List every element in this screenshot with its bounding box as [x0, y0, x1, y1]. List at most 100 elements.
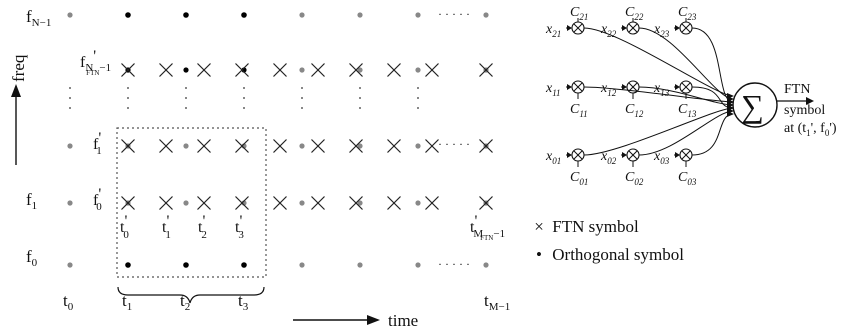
svg-text:t'MFTN−1: t' MFTN−1	[470, 213, 505, 242]
ellipsis-dot	[185, 107, 187, 109]
ftn-freq-labels: f' 0 f' 1 fN' FTN−1	[80, 48, 111, 213]
legend-orth: • Orthogonal symbol	[530, 245, 684, 265]
multiplier-node: x02 C02	[600, 148, 644, 187]
orthogonal-symbol	[67, 262, 73, 268]
multiplier-node: x11 C11	[545, 80, 588, 119]
freq-labels: fN−1 f1 f0	[26, 7, 51, 269]
input-label: x11	[545, 81, 561, 98]
coefficient-label: C12	[625, 102, 644, 119]
ellipsis-dot	[359, 97, 361, 99]
ellipsis-mid: · · · · ·	[438, 137, 470, 151]
orthogonal-symbol	[415, 12, 421, 18]
orthogonal-symbol	[357, 67, 363, 73]
ellipsis-bottom: · · · · ·	[438, 257, 470, 271]
orthogonal-symbol	[67, 143, 73, 149]
time-label-tM: t	[484, 291, 489, 310]
orthogonal-symbol-active	[125, 12, 131, 18]
ftn-symbol	[121, 196, 135, 210]
combiner-diagram: ∑ FTN symbol at (t1', f0') x21 C21 x22 C22 x…	[545, 5, 837, 187]
orthogonal-symbol	[357, 200, 363, 206]
ftn-symbol	[273, 196, 287, 210]
time-axis-label: time	[388, 311, 418, 330]
ellipsis-dot	[301, 87, 303, 89]
ftn-symbol	[235, 196, 249, 210]
lattice: freq time fN−1 f1 f0 t0 t1 t2 t3 tM−1 f'…	[9, 7, 510, 330]
ellipsis-dot	[243, 97, 245, 99]
input-label: x01	[545, 149, 561, 166]
svg-text:tM−1: tM−1	[484, 291, 510, 313]
orthogonal-symbol	[299, 200, 305, 206]
ftn-symbol	[349, 139, 363, 153]
orthogonal-symbol-active	[183, 12, 189, 18]
orthogonal-symbol-legend-marker: •	[536, 245, 542, 264]
time-axis: time	[293, 311, 418, 330]
svg-text:t3: t3	[238, 291, 249, 313]
ftn-symbol	[479, 63, 493, 77]
freq-label-f1: f	[26, 190, 32, 209]
ftn-symbol	[235, 139, 249, 153]
multiplier-node: x01 C01	[545, 148, 588, 187]
svg-text:t'1: t' 1	[162, 213, 171, 241]
coefficient-label: C11	[570, 102, 588, 119]
svg-text:t'2: t' 2	[198, 213, 207, 241]
freq-axis: freq	[9, 54, 28, 165]
legend: × FTN symbol	[530, 217, 638, 237]
orthogonal-symbol	[483, 12, 489, 18]
multiplier-node: x03 C03	[653, 148, 697, 187]
coefficient-label: C21	[570, 5, 588, 22]
orthogonal-symbol	[67, 12, 73, 18]
ftn-symbol	[387, 196, 401, 210]
orthogonal-symbol-active	[125, 262, 131, 268]
ftn-symbol	[159, 196, 173, 210]
combiner-wire	[583, 86, 734, 103]
input-label: x23	[653, 22, 670, 39]
orthogonal-symbol	[299, 67, 305, 73]
orthogonal-symbol	[299, 12, 305, 18]
dashed-selection-box	[116, 127, 267, 278]
time-label-t2: t	[180, 291, 185, 310]
ftn-symbol	[121, 63, 135, 77]
multiplier-node: x12 C12	[600, 80, 644, 119]
svg-text:fN−1: fN−1	[26, 7, 51, 29]
multiplier-node: x23 C23	[653, 5, 697, 39]
ellipsis-dot	[301, 107, 303, 109]
ellipsis-dot	[69, 97, 71, 99]
svg-text:t'0: t' 0	[120, 213, 129, 241]
coefficient-label: C22	[625, 5, 644, 22]
ftn-symbol	[273, 139, 287, 153]
ellipsis-dot	[417, 87, 419, 89]
coefficient-label: C23	[678, 5, 697, 22]
ftn-time-labels: t' 0 t' 1 t' 2 t' 3 t' MFTN−1	[120, 213, 505, 242]
time-brace	[117, 286, 265, 304]
summation-symbol: ∑	[741, 88, 764, 124]
time-label-t3: t	[238, 291, 243, 310]
ftn-symbol	[197, 139, 211, 153]
freq-axis-label: freq	[9, 54, 28, 82]
ellipsis-dot	[69, 87, 71, 89]
orthogonal-symbol	[183, 200, 189, 206]
ftn-symbol	[159, 63, 173, 77]
ellipsis-dot	[243, 87, 245, 89]
combiner-wire	[583, 27, 734, 97]
ftn-symbol-legend-marker: ×	[534, 217, 544, 236]
ellipsis-dot	[185, 87, 187, 89]
combiner-wire	[638, 110, 734, 156]
ftn-symbol-grid	[121, 63, 493, 210]
orthogonal-symbol	[415, 200, 421, 206]
ftn-symbol	[159, 139, 173, 153]
svg-text:fN'FTN−1: fN' FTN−1	[80, 48, 111, 77]
ftn-symbol	[425, 196, 439, 210]
svg-text:at (t1', f0'): at (t1', f0')	[784, 121, 837, 138]
coefficient-label: C02	[625, 170, 644, 187]
orthogonal-symbol	[415, 67, 421, 73]
freq-label-f0: f	[26, 247, 32, 266]
ellipsis-dot	[359, 107, 361, 109]
svg-text:t1: t1	[122, 291, 132, 313]
ftn-symbol	[311, 63, 325, 77]
orthogonal-symbol-active	[241, 12, 247, 18]
ftn-symbol	[121, 139, 135, 153]
freq-label-fN: f	[26, 7, 32, 26]
ellipsis-dot	[69, 107, 71, 109]
orthogonal-symbol-active	[183, 262, 189, 268]
